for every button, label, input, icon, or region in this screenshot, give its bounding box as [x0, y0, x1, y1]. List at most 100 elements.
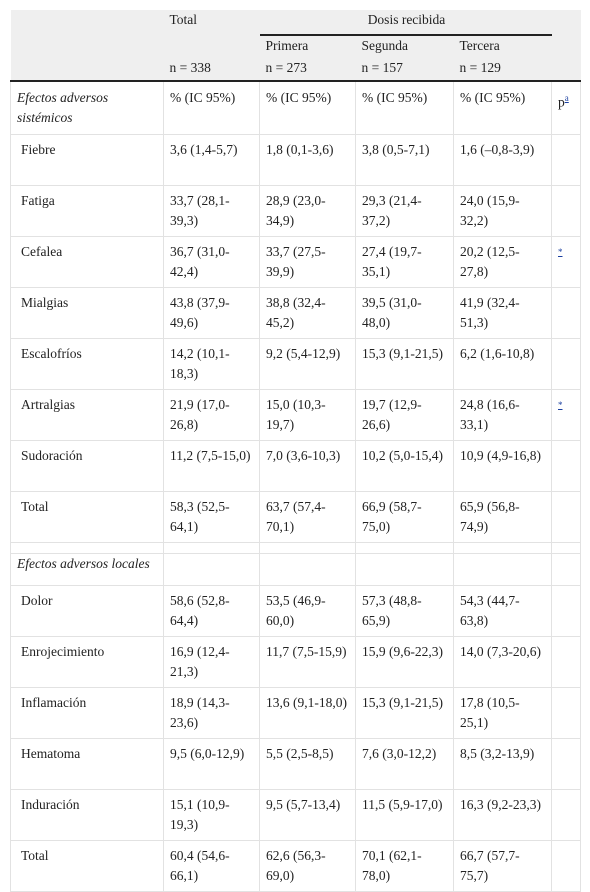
- p-cell: [551, 788, 581, 841]
- value-cell: 24,0 (15,9-32,2): [453, 184, 552, 237]
- value-cell: 58,6 (52,8-64,4): [163, 584, 260, 637]
- value-cell: 33,7 (28,1-39,3): [163, 184, 260, 237]
- value-cell: 6,2 (1,6-10,8): [453, 337, 552, 390]
- table-body: Efectos adversos sistémicos% (IC 95%)% (…: [10, 80, 581, 892]
- value-cell: 70,1 (62,1-78,0): [355, 839, 454, 892]
- data-row: Hematoma 9,5 (6,0-12,9) 5,5 (2,5-8,5) 7,6 (…: [10, 737, 581, 790]
- p-cell: [551, 184, 581, 237]
- data-row: Total 58,3 (52,5-64,1) 63,7 (57,4-70,1) 66,…: [10, 490, 581, 543]
- value-cell: 29,3 (21,4-37,2): [355, 184, 454, 237]
- row-label: Artralgias: [10, 388, 164, 441]
- p-cell: *: [551, 388, 581, 441]
- data-row: Escalofríos 14,2 (10,1-18,3) 9,2 (5,4-12,9…: [10, 337, 581, 390]
- value-cell: 18,9 (14,3-23,6): [163, 686, 260, 739]
- empty-cell: [453, 552, 552, 586]
- data-row: Sudoración 11,2 (7,5-15,0) 7,0 (3,6-10,3) 1…: [10, 439, 581, 492]
- value-cell: 5,5 (2,5-8,5): [259, 737, 356, 790]
- data-row: Fiebre 3,6 (1,4-5,7) 1,8 (0,1-3,6) 3,8 (0,5…: [10, 133, 581, 186]
- row-label: Hematoma: [10, 737, 164, 790]
- value-cell: 66,7 (57,7-75,7): [453, 839, 552, 892]
- value-cell: 54,3 (44,7-63,8): [453, 584, 552, 637]
- p-cell: [551, 737, 581, 790]
- footnote-link[interactable]: a: [564, 93, 569, 103]
- value-cell: 11,5 (5,9-17,0): [355, 788, 454, 841]
- section-title: Efectos adversos locales: [10, 552, 164, 586]
- stat-header: % (IC 95%): [163, 80, 260, 135]
- significance-ref: *: [558, 400, 563, 410]
- empty-cell: [163, 552, 260, 586]
- p-cell: [551, 133, 581, 186]
- value-cell: 66,9 (58,7-75,0): [355, 490, 454, 543]
- value-cell: 57,3 (48,8-65,9): [355, 584, 454, 637]
- row-label: Escalofríos: [10, 337, 164, 390]
- header-cell: n = 338: [163, 58, 260, 82]
- value-cell: 9,5 (5,7-13,4): [259, 788, 356, 841]
- p-cell: [551, 839, 581, 892]
- row-label: Fiebre: [10, 133, 164, 186]
- data-row: Dolor 58,6 (52,8-64,4) 53,5 (46,9-60,0) 57,…: [10, 584, 581, 637]
- header-cell: n = 273: [259, 58, 356, 82]
- value-cell: 60,4 (54,6-66,1): [163, 839, 260, 892]
- header-cell: Total: [163, 10, 260, 35]
- value-cell: 10,9 (4,9-16,8): [453, 439, 552, 492]
- value-cell: 15,9 (9,6-22,3): [355, 635, 454, 688]
- header-cell: n = 157: [355, 58, 454, 82]
- value-cell: 27,4 (19,7-35,1): [355, 235, 454, 288]
- header-cell: Segunda: [355, 35, 454, 58]
- p-cell: [551, 286, 581, 339]
- empty-cell: [163, 541, 260, 554]
- stat-header: % (IC 95%): [259, 80, 356, 135]
- data-row: Cefalea 36,7 (31,0-42,4) 33,7 (27,5-39,9) 2…: [10, 235, 581, 288]
- data-table: Total Dosis recibida Primera Segunda Tercer…: [10, 10, 581, 892]
- empty-cell: [355, 552, 454, 586]
- value-cell: 65,9 (56,8-74,9): [453, 490, 552, 543]
- p-cell: [551, 337, 581, 390]
- row-label: Induración: [10, 788, 164, 841]
- significance-link[interactable]: *: [558, 399, 563, 410]
- header-cell: Primera: [259, 35, 356, 58]
- data-row: Enrojecimiento 16,9 (12,4-21,3) 11,7 (7,5-…: [10, 635, 581, 688]
- data-row: Total 60,4 (54,6-66,1) 62,6 (56,3-69,0) 70,…: [10, 839, 581, 892]
- row-label: Fatiga: [10, 184, 164, 237]
- value-cell: 10,2 (5,0-15,4): [355, 439, 454, 492]
- empty-cell: [259, 541, 356, 554]
- p-cell: [551, 490, 581, 543]
- data-row: Induración 15,1 (10,9-19,3) 9,5 (5,7-13,4)…: [10, 788, 581, 841]
- value-cell: 3,6 (1,4-5,7): [163, 133, 260, 186]
- p-cell: [551, 686, 581, 739]
- value-cell: 7,6 (3,0-12,2): [355, 737, 454, 790]
- value-cell: 15,3 (9,1-21,5): [355, 686, 454, 739]
- row-label: Total: [10, 839, 164, 892]
- value-cell: 62,6 (56,3-69,0): [259, 839, 356, 892]
- value-cell: 63,7 (57,4-70,1): [259, 490, 356, 543]
- p-cell: *: [551, 235, 581, 288]
- value-cell: 11,7 (7,5-15,9): [259, 635, 356, 688]
- footnote-ref: a: [565, 93, 569, 103]
- header-row: Total Dosis recibida: [10, 10, 581, 36]
- spacer-row: [10, 541, 581, 554]
- p-cell: [551, 439, 581, 492]
- value-cell: 36,7 (31,0-42,4): [163, 235, 260, 288]
- table-header: Total Dosis recibida Primera Segunda Tercer…: [10, 10, 581, 82]
- significance-ref: *: [558, 247, 563, 257]
- p-header-cell: [551, 552, 581, 586]
- value-cell: 11,2 (7,5-15,0): [163, 439, 260, 492]
- row-label: Mialgias: [10, 286, 164, 339]
- value-cell: 14,2 (10,1-18,3): [163, 337, 260, 390]
- empty-cell: [259, 552, 356, 586]
- value-cell: 43,8 (37,9-49,6): [163, 286, 260, 339]
- value-cell: 1,6 (–0,8-3,9): [453, 133, 552, 186]
- row-label: Inflamación: [10, 686, 164, 739]
- value-cell: 58,3 (52,5-64,1): [163, 490, 260, 543]
- section-header-row: Efectos adversos locales: [10, 552, 581, 586]
- empty-cell: [10, 541, 164, 554]
- value-cell: 39,5 (31,0-48,0): [355, 286, 454, 339]
- significance-link[interactable]: *: [558, 246, 563, 257]
- value-cell: 24,8 (16,6-33,1): [453, 388, 552, 441]
- row-label: Enrojecimiento: [10, 635, 164, 688]
- empty-cell: [453, 541, 552, 554]
- data-row: Artralgias 21,9 (17,0-26,8) 15,0 (10,3-19,…: [10, 388, 581, 441]
- row-label: Cefalea: [10, 235, 164, 288]
- value-cell: 20,2 (12,5-27,8): [453, 235, 552, 288]
- value-cell: 9,2 (5,4-12,9): [259, 337, 356, 390]
